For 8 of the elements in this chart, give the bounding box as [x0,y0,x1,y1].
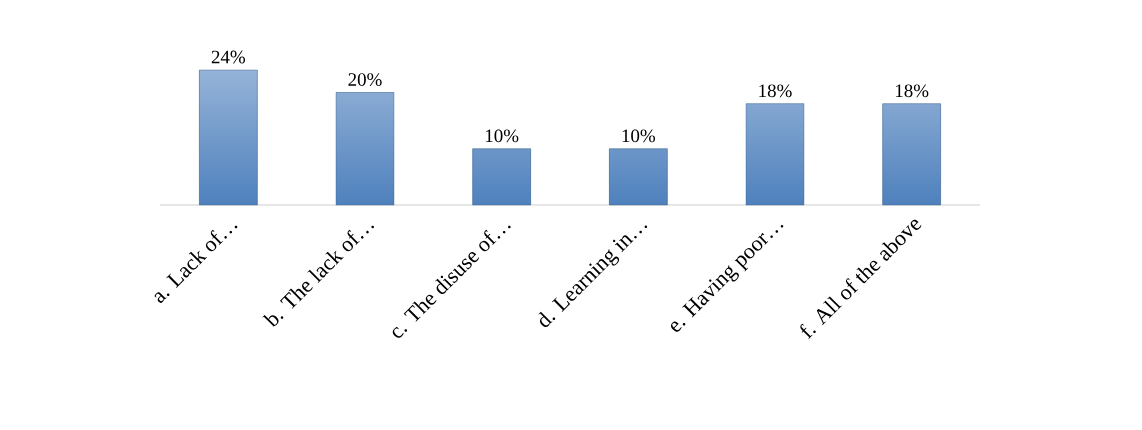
data-label: 10% [485,129,519,143]
data-label: 18% [895,84,929,98]
data-label: 10% [622,129,656,143]
x-tick-label: b. The lack of… [262,225,374,327]
x-tick-label: a. Lack of… [154,225,238,303]
data-label: 20% [348,73,382,86]
data-label: 18% [759,84,792,98]
data-label: 24% [211,50,246,64]
